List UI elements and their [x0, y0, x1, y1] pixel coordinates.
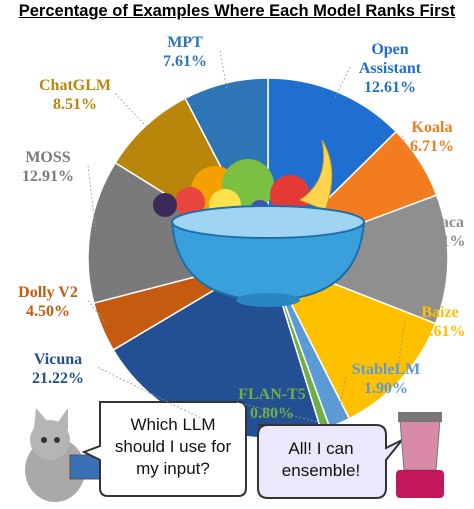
- slice-value-label: 1.90%: [364, 380, 408, 397]
- slice-value-label: 12.61%: [364, 79, 416, 96]
- slice-value-label: 0.80%: [250, 405, 294, 422]
- slice-label: Baize: [421, 304, 459, 321]
- strawberry: [270, 175, 310, 215]
- slice-label: MOSS: [25, 149, 71, 166]
- slice-label: FLAN-T5: [238, 386, 306, 403]
- leader-line: [87, 300, 108, 326]
- speech-text: Which LLM should I use for my input?: [114, 415, 232, 478]
- banana: [298, 139, 333, 211]
- chart-title: Percentage of Examples Where Each Model …: [18, 2, 456, 20]
- speech-bubble: [81, 401, 247, 497]
- pie-slice: [265, 194, 449, 325]
- leader-line: [334, 66, 351, 98]
- leader-line: [236, 402, 324, 424]
- slice-value-label: 12.91%: [22, 168, 74, 185]
- bowl-rim: [171, 205, 365, 239]
- slice-value-label: 6.71%: [410, 138, 454, 155]
- pie-slice: [266, 256, 437, 420]
- cat: [25, 408, 105, 502]
- slice-value-label: 7.61%: [163, 53, 207, 70]
- speech-text: All! I can ensemble!: [281, 439, 361, 480]
- leader-line: [401, 135, 416, 165]
- slice-label: Dolly V2: [18, 284, 78, 301]
- slice-value-label: 21.22%: [32, 370, 84, 387]
- slice-label: StableLM: [351, 361, 421, 378]
- slice-label: Alpaca: [416, 214, 464, 231]
- leader-line: [219, 50, 228, 90]
- slice-label: Vicuna: [33, 351, 83, 368]
- slice-label: Koala: [411, 119, 453, 136]
- slice-value-label: 11.61%: [414, 323, 466, 340]
- leader-line: [87, 165, 97, 232]
- leader-line: [396, 320, 406, 376]
- slice-value-label: 11.61%: [414, 233, 466, 250]
- speech-bubble: [257, 424, 403, 499]
- blender: [396, 412, 444, 498]
- bowl-foot: [236, 293, 300, 307]
- slice-value-label: 4.50%: [26, 303, 70, 320]
- slice-value-label: 8.51%: [53, 96, 97, 113]
- plum: [153, 193, 177, 217]
- leader-line: [336, 377, 347, 418]
- grapefruit: [175, 187, 205, 217]
- leader-line: [114, 93, 151, 131]
- slice-label: ChatGLM: [39, 77, 111, 94]
- slice-label: Open Assistant: [358, 41, 422, 77]
- fruit-bowl: [153, 139, 366, 307]
- slice-label: MPT: [167, 34, 203, 51]
